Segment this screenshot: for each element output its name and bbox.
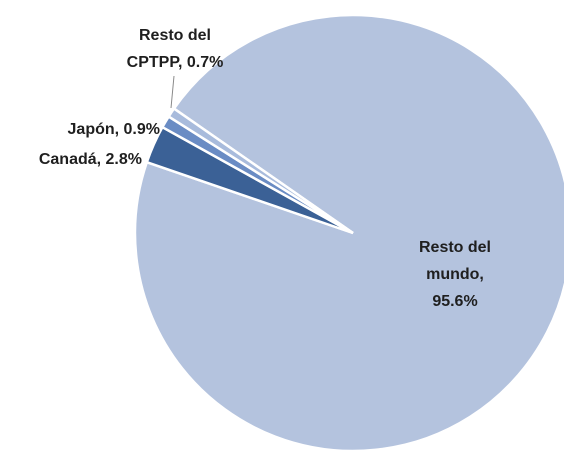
data-label-line: Resto del: [139, 27, 211, 44]
data-label: Canadá, 2.8%: [39, 151, 142, 168]
data-label-line: Resto del: [419, 239, 491, 256]
data-label-line: 95.6%: [432, 293, 477, 310]
pie-slice: [166, 106, 354, 235]
data-label-line: Japón, 0.9%: [68, 121, 160, 138]
data-label: Japón, 0.9%: [68, 121, 160, 138]
leader-line: [170, 75, 175, 109]
data-label-line: CPTPP, 0.7%: [127, 54, 224, 71]
data-label: Resto del mundo, 95.6%: [419, 239, 491, 310]
data-label-line: mundo,: [426, 266, 484, 283]
data-label: Resto del CPTPP, 0.7%: [127, 27, 224, 71]
data-label-line: Canadá, 2.8%: [39, 151, 142, 168]
